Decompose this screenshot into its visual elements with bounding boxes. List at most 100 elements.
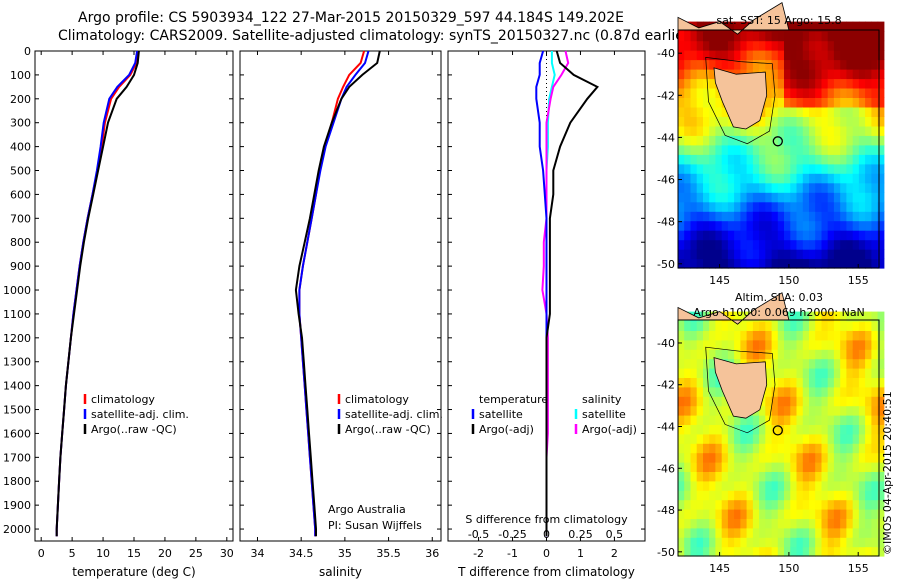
map-cell [802,462,810,472]
map-cell [827,163,835,174]
map-cell [840,192,847,203]
map-cell [777,125,785,136]
y-tick-label: -40 [657,47,675,60]
map-cell [690,424,698,435]
map-cell [752,201,760,212]
map-cell [684,31,691,42]
map-cell [727,50,735,61]
float-position-marker [772,425,783,436]
map-cell [684,144,691,155]
x-tick-label: 35 [338,547,352,560]
map-cell [690,40,698,51]
map-cell [771,518,779,529]
map-cell [858,125,866,136]
map-cell [877,499,885,510]
map-cell [852,21,860,32]
map-cell [796,377,804,388]
map-cell [690,201,698,212]
map-cell [684,125,691,136]
map-cell [815,349,822,360]
map-cell [690,87,698,98]
map-cell [684,462,691,472]
map-cell [696,462,704,472]
map-cell [809,499,816,510]
map-cell [827,40,835,51]
map-cell [865,211,872,222]
map-cell [815,182,822,193]
map-cell [852,396,860,407]
map-cell [815,546,822,557]
map-cell [871,471,879,482]
map-cell [865,433,872,444]
map-cell [752,415,760,425]
map-cell [821,106,829,117]
map-cell [678,125,685,136]
map-cell [865,396,872,407]
map-cell [703,396,710,407]
map-cell [784,339,791,350]
map-cell [871,527,879,538]
map-cell [871,537,879,548]
map-cell [678,386,685,397]
map-cell [721,211,729,222]
map-cell [871,144,879,155]
map-cell [771,144,779,155]
map-cell [765,106,773,117]
map-cell [802,78,810,89]
map-cell [840,518,847,529]
map-cell [696,537,704,548]
map-cell [684,490,691,501]
map-cell [696,87,704,98]
map-cell [871,201,879,212]
map-cell [784,415,791,425]
map-cell [858,462,866,472]
y-tick-label: -50 [657,258,675,271]
map-cell [877,537,885,548]
map-cell [727,249,735,260]
map-cell [865,311,872,322]
map-cell [734,125,741,136]
map-cell [802,97,810,108]
y-tick-label: -42 [657,379,675,392]
map-cell [727,31,735,42]
map-cell [802,452,810,463]
map-cell [765,144,773,155]
map-cell [846,258,854,269]
top-tick-label: 0.25 [568,528,593,541]
map-cell [852,135,860,146]
map-cell [721,154,729,165]
map-cell [721,546,729,557]
map-cell [827,490,835,501]
map-cell [784,349,791,360]
map-cell [796,97,804,108]
map-cell [852,106,860,117]
map-cell [678,405,685,416]
map-cell [877,452,885,463]
map-cell [696,220,704,231]
map-cell [678,537,685,548]
map-cell [840,443,847,454]
map-cell [821,377,829,388]
map-cell [802,349,810,360]
x-tick-label: 145 [709,274,730,287]
map-cell [765,249,773,260]
map-cell [740,480,748,491]
map-cell [877,106,885,117]
map-cell [877,349,885,360]
map-cell [765,330,773,341]
map-cell [858,339,866,350]
map-cell [696,192,704,203]
map-cell [802,368,810,378]
map-cell [877,31,885,42]
map-cell [852,377,860,388]
map-cell [678,462,685,472]
map-cell [846,40,854,51]
map-cell [833,499,841,510]
map-cell [740,471,748,482]
map-cell [746,182,754,193]
map-cell [740,490,748,501]
map-cell [827,480,835,491]
map-cell [727,490,735,501]
y-tick-label: 1600 [3,427,31,440]
map-cell [802,377,810,388]
